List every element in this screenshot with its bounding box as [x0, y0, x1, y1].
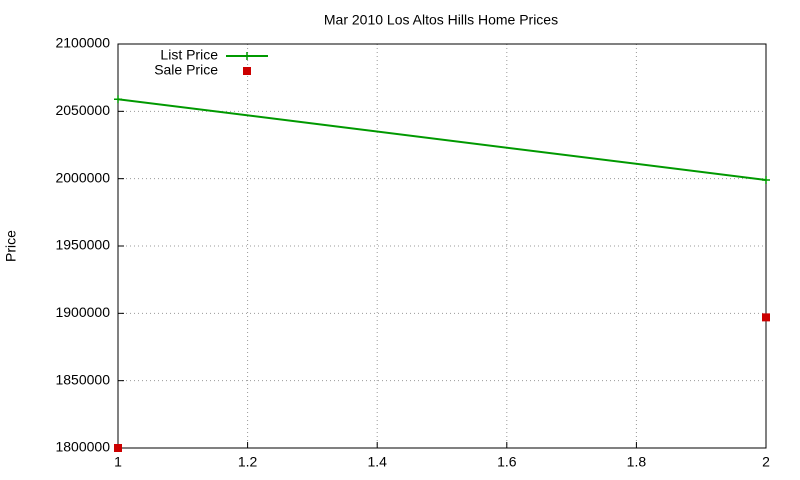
- point: [762, 313, 770, 322]
- y-tick-label: 1800000: [55, 439, 110, 455]
- y-tick-label: 2100000: [55, 35, 110, 51]
- x-tick-label: 1.6: [497, 454, 517, 470]
- legend-label: Sale Price: [154, 62, 218, 78]
- y-tick-label: 2050000: [55, 102, 110, 118]
- x-tick-label: 2: [762, 454, 770, 470]
- series-line: [117, 98, 767, 182]
- y-tick-label: 1950000: [55, 237, 110, 253]
- plot-frame: [117, 43, 767, 449]
- y-tick-label: 1900000: [55, 304, 110, 320]
- x-tick-label: 1.4: [367, 454, 387, 470]
- y-axis-label: Price: [3, 230, 19, 262]
- x-tick-label: 1.2: [238, 454, 258, 470]
- point: [114, 95, 122, 104]
- point: [762, 176, 770, 185]
- x-tick-label: 1.8: [627, 454, 647, 470]
- chart-title: Mar 2010 Los Altos Hills Home Prices: [324, 12, 558, 28]
- legend-marker: [243, 67, 251, 75]
- legend-label: List Price: [160, 47, 218, 63]
- point: [114, 444, 122, 452]
- y-tick-label: 2000000: [55, 169, 110, 185]
- x-tick-label: 1: [114, 454, 122, 470]
- y-tick-label: 1850000: [55, 371, 110, 387]
- legend-marker: [243, 52, 251, 60]
